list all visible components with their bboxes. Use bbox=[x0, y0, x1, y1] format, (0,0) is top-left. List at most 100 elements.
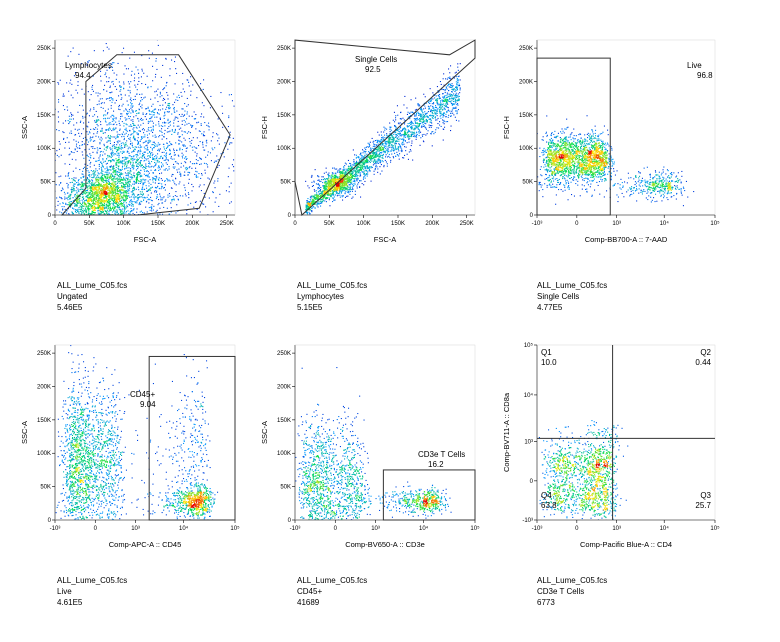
event-dot bbox=[436, 108, 438, 110]
event-dot bbox=[176, 169, 178, 171]
event-dot bbox=[415, 118, 417, 120]
event-dot bbox=[174, 129, 176, 131]
event-dot bbox=[415, 111, 417, 113]
event-dot bbox=[310, 195, 312, 197]
event-dot bbox=[171, 113, 173, 115]
event-dot bbox=[156, 40, 158, 41]
event-dot bbox=[313, 202, 315, 204]
event-dot bbox=[158, 144, 160, 146]
event-dot bbox=[128, 195, 130, 197]
axes: 0 50K 100K 150K 200K 250K050K100K150K200K250K… bbox=[20, 39, 236, 244]
event-dot bbox=[155, 58, 157, 60]
event-dot bbox=[110, 149, 112, 151]
event-dot bbox=[98, 178, 100, 180]
event-dot bbox=[134, 146, 136, 148]
event-dot bbox=[111, 258, 112, 259]
event-dot bbox=[114, 136, 116, 138]
event-dot bbox=[248, 120, 249, 121]
event-dot bbox=[128, 111, 130, 113]
event-dot bbox=[74, 203, 76, 205]
event-dot bbox=[109, 86, 111, 88]
event-dot bbox=[251, 203, 252, 204]
event-dot bbox=[111, 191, 113, 193]
event-dot bbox=[124, 117, 126, 119]
event-dot bbox=[122, 147, 124, 149]
event-dot bbox=[131, 145, 133, 147]
event-dot bbox=[123, 163, 125, 165]
event-dot bbox=[137, 133, 139, 135]
event-dot bbox=[113, 147, 115, 149]
event-dot bbox=[119, 85, 121, 87]
event-dot bbox=[105, 174, 107, 176]
event-dot bbox=[132, 149, 134, 151]
event-dot bbox=[127, 135, 129, 137]
event-dot bbox=[416, 134, 418, 136]
event-dot bbox=[86, 185, 88, 187]
event-dot bbox=[422, 112, 424, 114]
event-dot bbox=[125, 181, 127, 183]
event-dot bbox=[107, 208, 109, 210]
event-dot bbox=[102, 209, 104, 211]
event-dot bbox=[58, 83, 60, 85]
event-dot bbox=[112, 80, 114, 82]
event-dot bbox=[111, 98, 113, 100]
event-dot bbox=[136, 139, 138, 141]
event-dot bbox=[120, 93, 122, 95]
event-dot bbox=[228, 167, 230, 169]
event-dot bbox=[173, 154, 175, 156]
event-dot bbox=[108, 205, 110, 207]
event-dot bbox=[113, 170, 115, 172]
event-dot bbox=[343, 167, 345, 169]
event-dot bbox=[432, 107, 434, 109]
event-dot bbox=[205, 206, 207, 208]
event-dot bbox=[100, 190, 102, 192]
event-dot bbox=[117, 142, 119, 144]
event-dot bbox=[130, 159, 132, 161]
event-dot bbox=[403, 127, 405, 129]
event-dot bbox=[109, 138, 111, 140]
event-dot bbox=[120, 178, 122, 180]
event-dot bbox=[190, 94, 192, 96]
event-dot bbox=[82, 128, 84, 130]
event-dot bbox=[203, 116, 205, 118]
event-dot bbox=[93, 184, 95, 186]
event-dot bbox=[107, 117, 109, 119]
event-dot bbox=[112, 187, 114, 189]
event-dot bbox=[115, 153, 117, 155]
event-dot bbox=[207, 239, 208, 240]
event-dot bbox=[114, 175, 116, 177]
event-dot bbox=[108, 139, 110, 141]
event-dot bbox=[97, 205, 99, 207]
event-dot bbox=[86, 167, 88, 169]
event-dot bbox=[128, 190, 130, 192]
event-dot bbox=[114, 189, 116, 191]
event-dot bbox=[96, 152, 98, 154]
event-dot bbox=[116, 174, 118, 176]
event-dot bbox=[119, 197, 121, 199]
event-dot bbox=[199, 184, 201, 186]
event-dot bbox=[126, 177, 128, 179]
event-dot bbox=[156, 116, 158, 118]
event-dot bbox=[180, 166, 182, 168]
event-dot bbox=[140, 117, 142, 119]
event-dot bbox=[107, 201, 109, 203]
event-dot bbox=[23, 114, 24, 115]
event-dot bbox=[96, 186, 98, 188]
event-dot bbox=[173, 163, 175, 165]
event-dot bbox=[436, 127, 438, 129]
event-dot bbox=[136, 221, 137, 222]
event-dot bbox=[87, 205, 89, 207]
event-dot bbox=[100, 124, 102, 126]
event-dot bbox=[451, 95, 453, 97]
event-dot bbox=[137, 180, 139, 182]
event-dot bbox=[98, 200, 100, 202]
event-dot bbox=[86, 182, 88, 184]
gate-lymphocytes[interactable] bbox=[60, 54, 231, 216]
event-dot bbox=[121, 227, 122, 228]
event-dot bbox=[135, 178, 137, 180]
event-dot bbox=[112, 227, 113, 228]
event-dot bbox=[125, 192, 127, 194]
event-dot bbox=[362, 156, 364, 158]
event-dot bbox=[222, 152, 224, 154]
event-dot bbox=[91, 88, 93, 90]
